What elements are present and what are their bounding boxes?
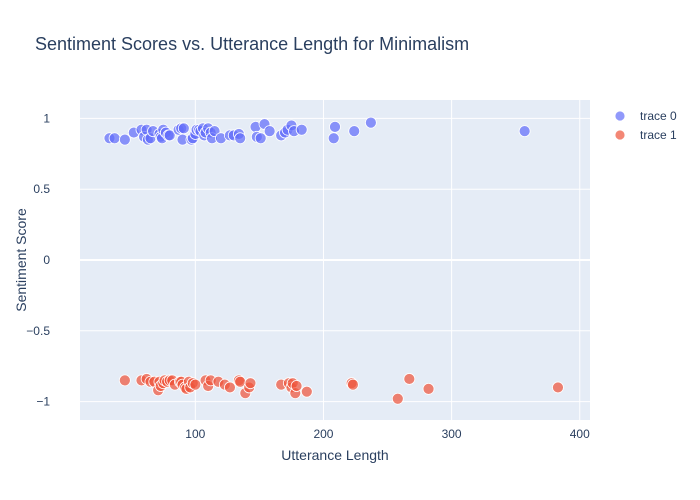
data-point-trace-1[interactable] bbox=[224, 381, 236, 394]
data-point-trace-1[interactable] bbox=[290, 380, 303, 392]
legend-marker-trace-1 bbox=[614, 129, 626, 141]
y-tick-label: 0 bbox=[43, 253, 50, 267]
data-point-trace-0[interactable] bbox=[163, 129, 176, 142]
y-axis-ticks: 1 0.5 0 −0.5 −1 bbox=[26, 111, 50, 408]
data-points bbox=[103, 116, 564, 405]
data-point-trace-1[interactable] bbox=[391, 392, 404, 405]
x-axis-ticks: 100 200 300 400 bbox=[185, 427, 590, 441]
y-axis-title: Sentiment Score bbox=[13, 208, 29, 312]
x-tick-label: 100 bbox=[185, 427, 205, 441]
grid-lines bbox=[80, 100, 590, 420]
data-point-trace-0[interactable] bbox=[263, 125, 276, 138]
x-tick-label: 200 bbox=[313, 427, 333, 441]
x-tick-label: 300 bbox=[442, 427, 462, 441]
y-tick-label: 0.5 bbox=[33, 182, 50, 196]
data-point-trace-1[interactable] bbox=[244, 377, 257, 390]
legend-marker-trace-0 bbox=[614, 110, 626, 122]
data-point-trace-1[interactable] bbox=[422, 382, 435, 395]
y-tick-label: −1 bbox=[36, 395, 50, 409]
y-tick-label: 1 bbox=[43, 111, 50, 125]
data-point-trace-1[interactable] bbox=[403, 373, 416, 385]
data-point-trace-0[interactable] bbox=[364, 116, 377, 129]
data-point-trace-1[interactable] bbox=[347, 378, 359, 391]
data-point-trace-1[interactable] bbox=[552, 381, 564, 394]
legend-label-trace-0: trace 0 bbox=[640, 109, 677, 123]
legend-label-trace-1: trace 1 bbox=[640, 128, 677, 142]
data-point-trace-0[interactable] bbox=[348, 125, 361, 138]
legend-item-trace-0[interactable]: trace 0 bbox=[614, 109, 677, 123]
data-point-trace-0[interactable] bbox=[108, 132, 121, 145]
x-tick-label: 400 bbox=[570, 427, 590, 441]
chart-title: Sentiment Scores vs. Utterance Length fo… bbox=[35, 34, 469, 54]
data-point-trace-1[interactable] bbox=[189, 378, 202, 391]
y-tick-label: −0.5 bbox=[26, 324, 50, 338]
data-point-trace-0[interactable] bbox=[234, 132, 247, 145]
data-point-trace-0[interactable] bbox=[118, 133, 131, 146]
data-point-trace-1[interactable] bbox=[300, 385, 313, 398]
data-point-trace-0[interactable] bbox=[254, 132, 267, 145]
data-point-trace-0[interactable] bbox=[177, 122, 190, 135]
data-point-trace-0[interactable] bbox=[295, 123, 308, 136]
data-point-trace-1[interactable] bbox=[118, 374, 131, 387]
legend-item-trace-1[interactable]: trace 1 bbox=[614, 128, 677, 142]
data-point-trace-0[interactable] bbox=[518, 125, 531, 138]
data-point-trace-0[interactable] bbox=[327, 132, 340, 145]
x-axis-title: Utterance Length bbox=[281, 447, 388, 463]
data-point-trace-0[interactable] bbox=[329, 121, 341, 133]
legend: trace 0 trace 1 bbox=[614, 109, 677, 142]
